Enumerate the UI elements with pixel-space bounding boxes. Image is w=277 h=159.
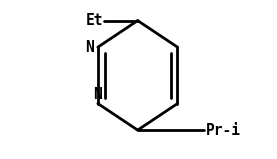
Text: N: N: [93, 87, 102, 102]
Text: N: N: [85, 40, 94, 55]
Text: Pr-i: Pr-i: [206, 123, 241, 138]
Text: Et: Et: [85, 13, 103, 28]
